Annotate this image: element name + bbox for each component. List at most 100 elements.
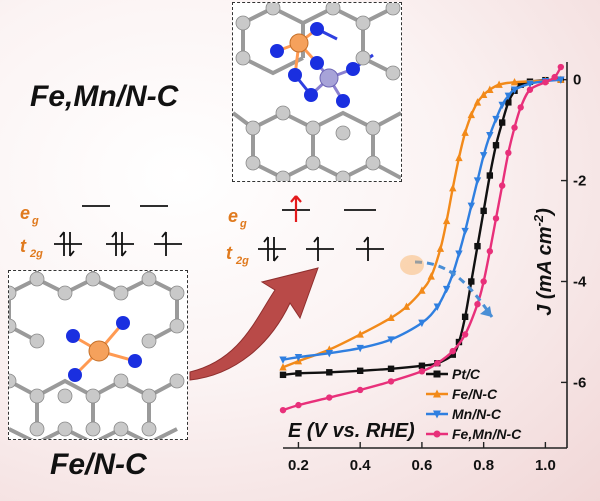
data-point bbox=[517, 104, 524, 111]
spin-pair-arrows bbox=[263, 236, 279, 262]
series-fe-n-c bbox=[279, 75, 565, 371]
data-point bbox=[387, 365, 395, 372]
spin-up-arrow bbox=[363, 236, 369, 261]
data-point bbox=[461, 227, 469, 236]
carbon-atom bbox=[235, 15, 251, 31]
series-mn-n-c bbox=[279, 76, 565, 364]
data-point bbox=[449, 183, 457, 192]
nitrogen-atom bbox=[304, 88, 318, 102]
data-point bbox=[279, 371, 287, 379]
data-point bbox=[474, 242, 481, 250]
legend-item: Fe,Mn/N-C bbox=[426, 426, 522, 442]
data-point bbox=[492, 142, 500, 149]
data-point bbox=[511, 124, 518, 131]
data-point bbox=[486, 85, 494, 93]
orbital-levels-left bbox=[54, 205, 182, 257]
data-point bbox=[505, 149, 512, 157]
carbon-atom bbox=[365, 155, 381, 171]
nitrogen-atom bbox=[270, 44, 284, 58]
series-line bbox=[282, 78, 561, 361]
data-point bbox=[474, 300, 481, 308]
data-point bbox=[461, 331, 469, 338]
data-point bbox=[294, 353, 303, 362]
y-tick-label: -4 bbox=[573, 273, 587, 290]
data-point bbox=[295, 401, 302, 409]
carbon-atom bbox=[305, 155, 321, 171]
y-axis-label-group: J (mA cm-2) bbox=[531, 208, 556, 316]
chart-axes: 0.2 0.4 0.6 0.8 1.0 0 -2 -4 -6 E (V vs. RHE) J (mA… bbox=[283, 62, 587, 474]
data-point bbox=[433, 430, 441, 438]
data-point bbox=[402, 302, 411, 310]
data-point bbox=[461, 313, 469, 321]
data-point bbox=[449, 351, 456, 358]
data-point bbox=[326, 369, 333, 376]
data-point bbox=[480, 207, 487, 215]
data-point bbox=[557, 63, 565, 71]
data-point bbox=[433, 410, 441, 419]
trend-glow bbox=[400, 255, 424, 275]
data-point bbox=[418, 362, 426, 369]
carbon-atom bbox=[275, 170, 291, 181]
data-point bbox=[325, 349, 334, 358]
eg-label-right: e bbox=[228, 206, 238, 226]
mn-atom bbox=[319, 68, 339, 88]
t2g-label-left: t bbox=[20, 236, 27, 256]
data-point bbox=[498, 119, 506, 126]
data-point bbox=[455, 250, 463, 258]
data-point bbox=[356, 386, 364, 394]
carbon-atom bbox=[29, 421, 45, 437]
carbon-atom bbox=[57, 388, 73, 404]
transition-arrow-icon bbox=[189, 267, 319, 381]
carbon-atom bbox=[169, 318, 185, 334]
carbon-atom bbox=[113, 373, 129, 389]
legend-label: Fe,Mn/N-C bbox=[452, 426, 522, 442]
data-point bbox=[387, 313, 395, 322]
data-point bbox=[295, 370, 302, 377]
y-tick-label: -2 bbox=[573, 173, 586, 190]
carbon-atom bbox=[355, 50, 371, 66]
carbon-atom bbox=[141, 333, 157, 349]
carbon-atom bbox=[85, 388, 101, 404]
carbon-atom bbox=[365, 120, 381, 136]
fe-mn-lattice-image bbox=[233, 3, 401, 181]
data-point bbox=[433, 303, 442, 311]
svg-text:g: g bbox=[31, 215, 39, 227]
data-point bbox=[433, 389, 441, 398]
data-point bbox=[356, 344, 364, 353]
data-point bbox=[467, 110, 476, 119]
data-point bbox=[526, 86, 534, 93]
x-tick-label: 1.0 bbox=[535, 457, 556, 474]
data-point bbox=[433, 370, 441, 378]
data-point bbox=[467, 202, 476, 211]
data-point bbox=[427, 272, 435, 280]
fe-atom bbox=[88, 340, 110, 362]
trend-arrow-icon bbox=[414, 260, 494, 318]
carbon-atom bbox=[335, 170, 351, 181]
carbon-atom bbox=[275, 105, 291, 121]
spin-pair-arrows bbox=[59, 231, 75, 257]
carbon-atom bbox=[305, 120, 321, 136]
legend-item: Fe/N-C bbox=[426, 386, 498, 402]
carbon-atom bbox=[245, 155, 261, 171]
legend-item: Mn/N-C bbox=[426, 406, 502, 422]
data-point bbox=[387, 336, 395, 344]
carbon-atom bbox=[9, 285, 17, 301]
data-point bbox=[480, 278, 487, 285]
data-point bbox=[473, 177, 482, 185]
carbon-atom bbox=[355, 15, 371, 31]
data-point bbox=[434, 360, 441, 367]
carbon-atom bbox=[9, 318, 17, 334]
carbon-atom bbox=[235, 50, 251, 66]
data-point bbox=[418, 368, 426, 375]
y-axis-label: J (mA cm-2) bbox=[531, 208, 556, 316]
legend-label: Fe/N-C bbox=[452, 386, 498, 402]
x-tick-label: 0.8 bbox=[473, 457, 494, 474]
data-point bbox=[505, 99, 512, 106]
top-material-label: Fe,Mn/N-C bbox=[30, 80, 179, 113]
carbon-atom bbox=[57, 421, 73, 437]
fe-nc-structure bbox=[8, 270, 188, 440]
data-point bbox=[356, 330, 364, 338]
data-point bbox=[492, 115, 500, 124]
red-spin-arrow-icon bbox=[290, 195, 302, 222]
